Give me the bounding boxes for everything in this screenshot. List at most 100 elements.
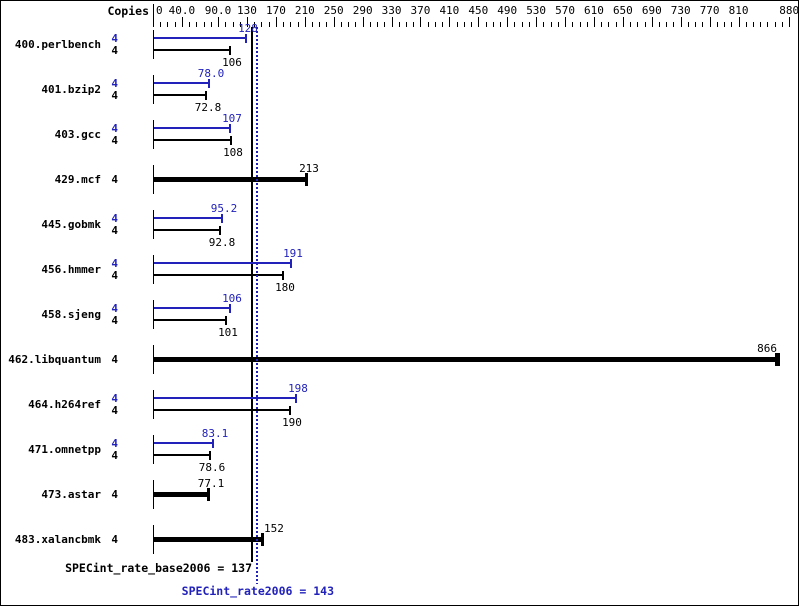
axis-tick-label: 880 [779,4,799,17]
axis-minor-tick [775,22,776,27]
axis-tick-label: 810 [728,4,749,17]
axis-tick-label: 290 [352,4,373,17]
base-value-label: 101 [218,326,238,339]
axis-minor-tick [269,22,270,27]
copies-value: 4 [111,488,118,501]
bar-end-cap [219,226,221,235]
axis-tick-label: 370 [410,4,431,17]
row-baseline [153,390,154,419]
axis-minor-tick [355,22,356,27]
bar-end-cap [212,439,214,448]
axis-minor-tick [233,22,234,27]
axis-tick [449,17,451,27]
axis-tick [507,17,509,27]
axis-minor-tick [522,22,523,27]
axis-minor-tick [659,22,660,27]
axis-minor-tick [348,22,349,27]
copies-value: 4 [111,257,118,270]
benchmark-label: 445.gobmk [41,218,101,231]
merged-bar [154,177,307,182]
axis-tick-label: 90.0 [204,4,232,17]
axis-minor-tick [167,22,168,27]
axis-minor-tick [464,22,465,27]
bar-end-cap [777,353,780,366]
axis-tick [218,17,220,27]
axis-minor-tick [413,22,414,27]
peak-bar [154,127,230,129]
bar-end-cap [261,533,264,546]
bar-end-cap [229,304,231,313]
axis-tick-label: 410 [439,4,460,17]
peak-value-label: 107 [222,112,242,125]
bar-end-cap [229,124,231,133]
axis-minor-tick [753,22,754,27]
axis-minor-tick [695,22,696,27]
benchmark-label: 401.bzip2 [41,83,101,96]
axis-minor-tick [261,22,262,27]
copies-value: 4 [111,302,118,315]
axis-minor-tick [587,22,588,27]
axis-tick-label: 730 [670,4,691,17]
benchmark-label: 462.libquantum [8,353,101,366]
base-value-label: 92.8 [208,236,236,249]
merged-bar [154,537,263,542]
row-baseline [153,165,154,194]
peak-rate-summary: SPECint_rate2006 = 143 [181,584,334,598]
benchmark-label: 400.perlbench [14,38,101,51]
axis-tick-label: 770 [699,4,720,17]
axis-minor-tick [702,22,703,27]
copies-value: 4 [111,353,118,366]
copies-column-header: Copies [107,4,149,18]
axis-minor-tick [717,22,718,27]
axis-minor-tick [760,22,761,27]
axis-minor-tick [673,22,674,27]
peak-bar [154,307,230,309]
axis-minor-tick [493,22,494,27]
axis-minor-tick [211,22,212,27]
axis-minor-tick [428,22,429,27]
axis-tick [593,17,595,27]
copies-value: 4 [111,269,118,282]
peak-bar [154,82,209,84]
peak-value-label: 191 [283,247,303,260]
axis-minor-tick [746,22,747,27]
row-baseline [153,480,154,509]
bar-end-cap [775,353,778,366]
axis-minor-tick [645,22,646,27]
axis-minor-tick [290,22,291,27]
axis-tick [651,17,653,27]
row-baseline [153,345,154,374]
axis-minor-tick [514,22,515,27]
copies-value: 4 [111,212,118,225]
axis-minor-tick [782,22,783,27]
copies-value: 4 [111,32,118,45]
axis-minor-tick [551,22,552,27]
axis-minor-tick [637,22,638,27]
value-label: 152 [264,522,284,535]
axis-minor-tick [240,22,241,27]
base-bar [154,139,231,141]
row-baseline [153,435,154,464]
axis-minor-tick [377,22,378,27]
row-baseline [153,255,154,284]
bar-end-cap [230,136,232,145]
axis-minor-tick [341,22,342,27]
base-bar [154,49,230,51]
base-bar [154,229,220,231]
axis-minor-tick [572,22,573,27]
bar-end-cap [207,488,210,501]
bar-end-cap [295,394,297,403]
row-baseline [153,210,154,239]
axis-tick-label: 130 [237,4,257,17]
peak-median-line [256,27,258,584]
axis-minor-tick [204,22,205,27]
axis-tick-label: 170 [265,4,286,17]
bar-end-cap [305,173,308,186]
axis-minor-tick [298,22,299,27]
axis-minor-tick [688,22,689,27]
axis-minor-tick [601,22,602,27]
axis-minor-tick [399,22,400,27]
axis-minor-tick [326,22,327,27]
axis-tick-label: 40.0 [168,4,196,17]
axis-minor-tick [370,22,371,27]
